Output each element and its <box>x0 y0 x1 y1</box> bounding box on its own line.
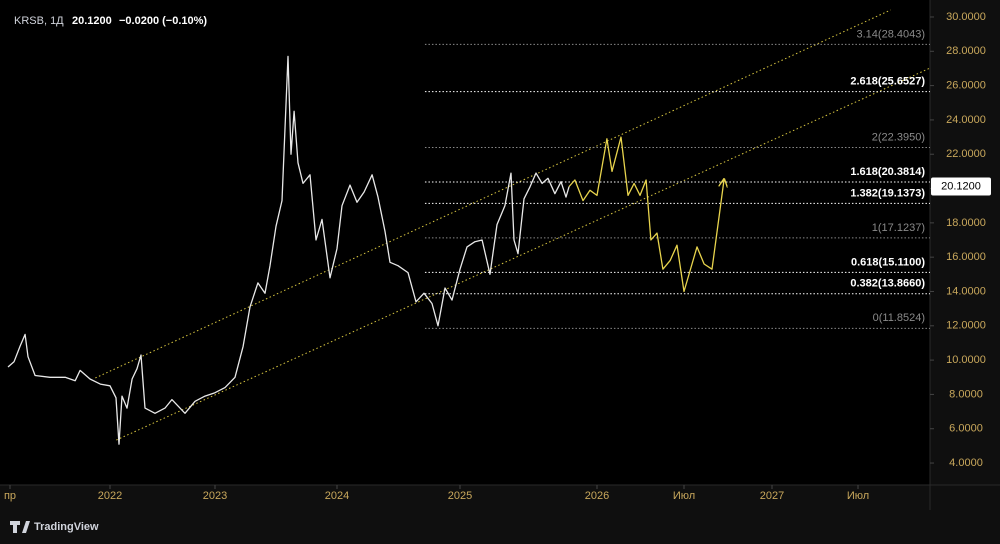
y-tick-label: 26.0000 <box>946 80 986 92</box>
y-tick-label: 6.0000 <box>949 423 983 435</box>
y-tick-label: 22.0000 <box>946 148 986 160</box>
x-tick-label: 2023 <box>203 490 227 502</box>
y-tick-label: 10.0000 <box>946 354 986 366</box>
x-tick-label: Июл <box>673 490 695 502</box>
x-tick-label: 2025 <box>448 490 472 502</box>
fib-level-label: 0.618(15.1100) <box>851 256 925 268</box>
y-tick-label: 4.0000 <box>949 457 983 469</box>
x-tick-label: 2026 <box>585 490 609 502</box>
price-line <box>7 55 570 445</box>
fib-level-label: 0.382(13.8660) <box>850 278 925 290</box>
plot-layer <box>7 9 930 445</box>
symbol: KRSB, 1Д <box>14 15 64 27</box>
price-line <box>568 136 724 293</box>
fib-level-label: 1(17.1237) <box>872 222 925 234</box>
y-tick-label: 14.0000 <box>946 285 986 297</box>
last-price-label: 20.1200 <box>941 180 981 192</box>
y-tick-label: 28.0000 <box>946 45 986 57</box>
logo-text: TradingView <box>34 521 99 533</box>
y-tick-label: 24.0000 <box>946 114 986 126</box>
y-tick-label: 30.0000 <box>946 11 986 23</box>
y-tick-label: 8.0000 <box>949 388 983 400</box>
fib-level-label: 2.618(25.6527) <box>850 75 925 87</box>
x-tick-label: Июл <box>847 490 869 502</box>
channel-line <box>116 67 930 441</box>
header-price: 20.1200 <box>72 15 112 27</box>
fib-level-label: 1.382(19.1373) <box>850 187 925 199</box>
header-change: −0.0200 (−0.10%) <box>119 15 207 27</box>
last-price-box <box>931 177 991 196</box>
plot-area <box>0 0 930 485</box>
x-tick-label: 2024 <box>325 490 349 502</box>
x-tick-label: 2022 <box>98 490 122 502</box>
x-tick-label: пр <box>4 490 16 502</box>
fib-level-label: 2(22.3950) <box>872 131 925 143</box>
logo-icon <box>10 521 30 533</box>
fib-level-label: 1.618(20.3814) <box>850 166 925 178</box>
logo[interactable]: TradingView <box>10 521 99 533</box>
x-tick-label: 2027 <box>760 490 784 502</box>
fib-level-label: 0(11.8524) <box>873 312 925 324</box>
y-tick-label: 18.0000 <box>946 217 986 229</box>
fib-level-label: 3.14(28.4043) <box>857 28 926 40</box>
y-tick-label: 12.0000 <box>946 320 986 332</box>
y-tick-label: 16.0000 <box>946 251 986 263</box>
